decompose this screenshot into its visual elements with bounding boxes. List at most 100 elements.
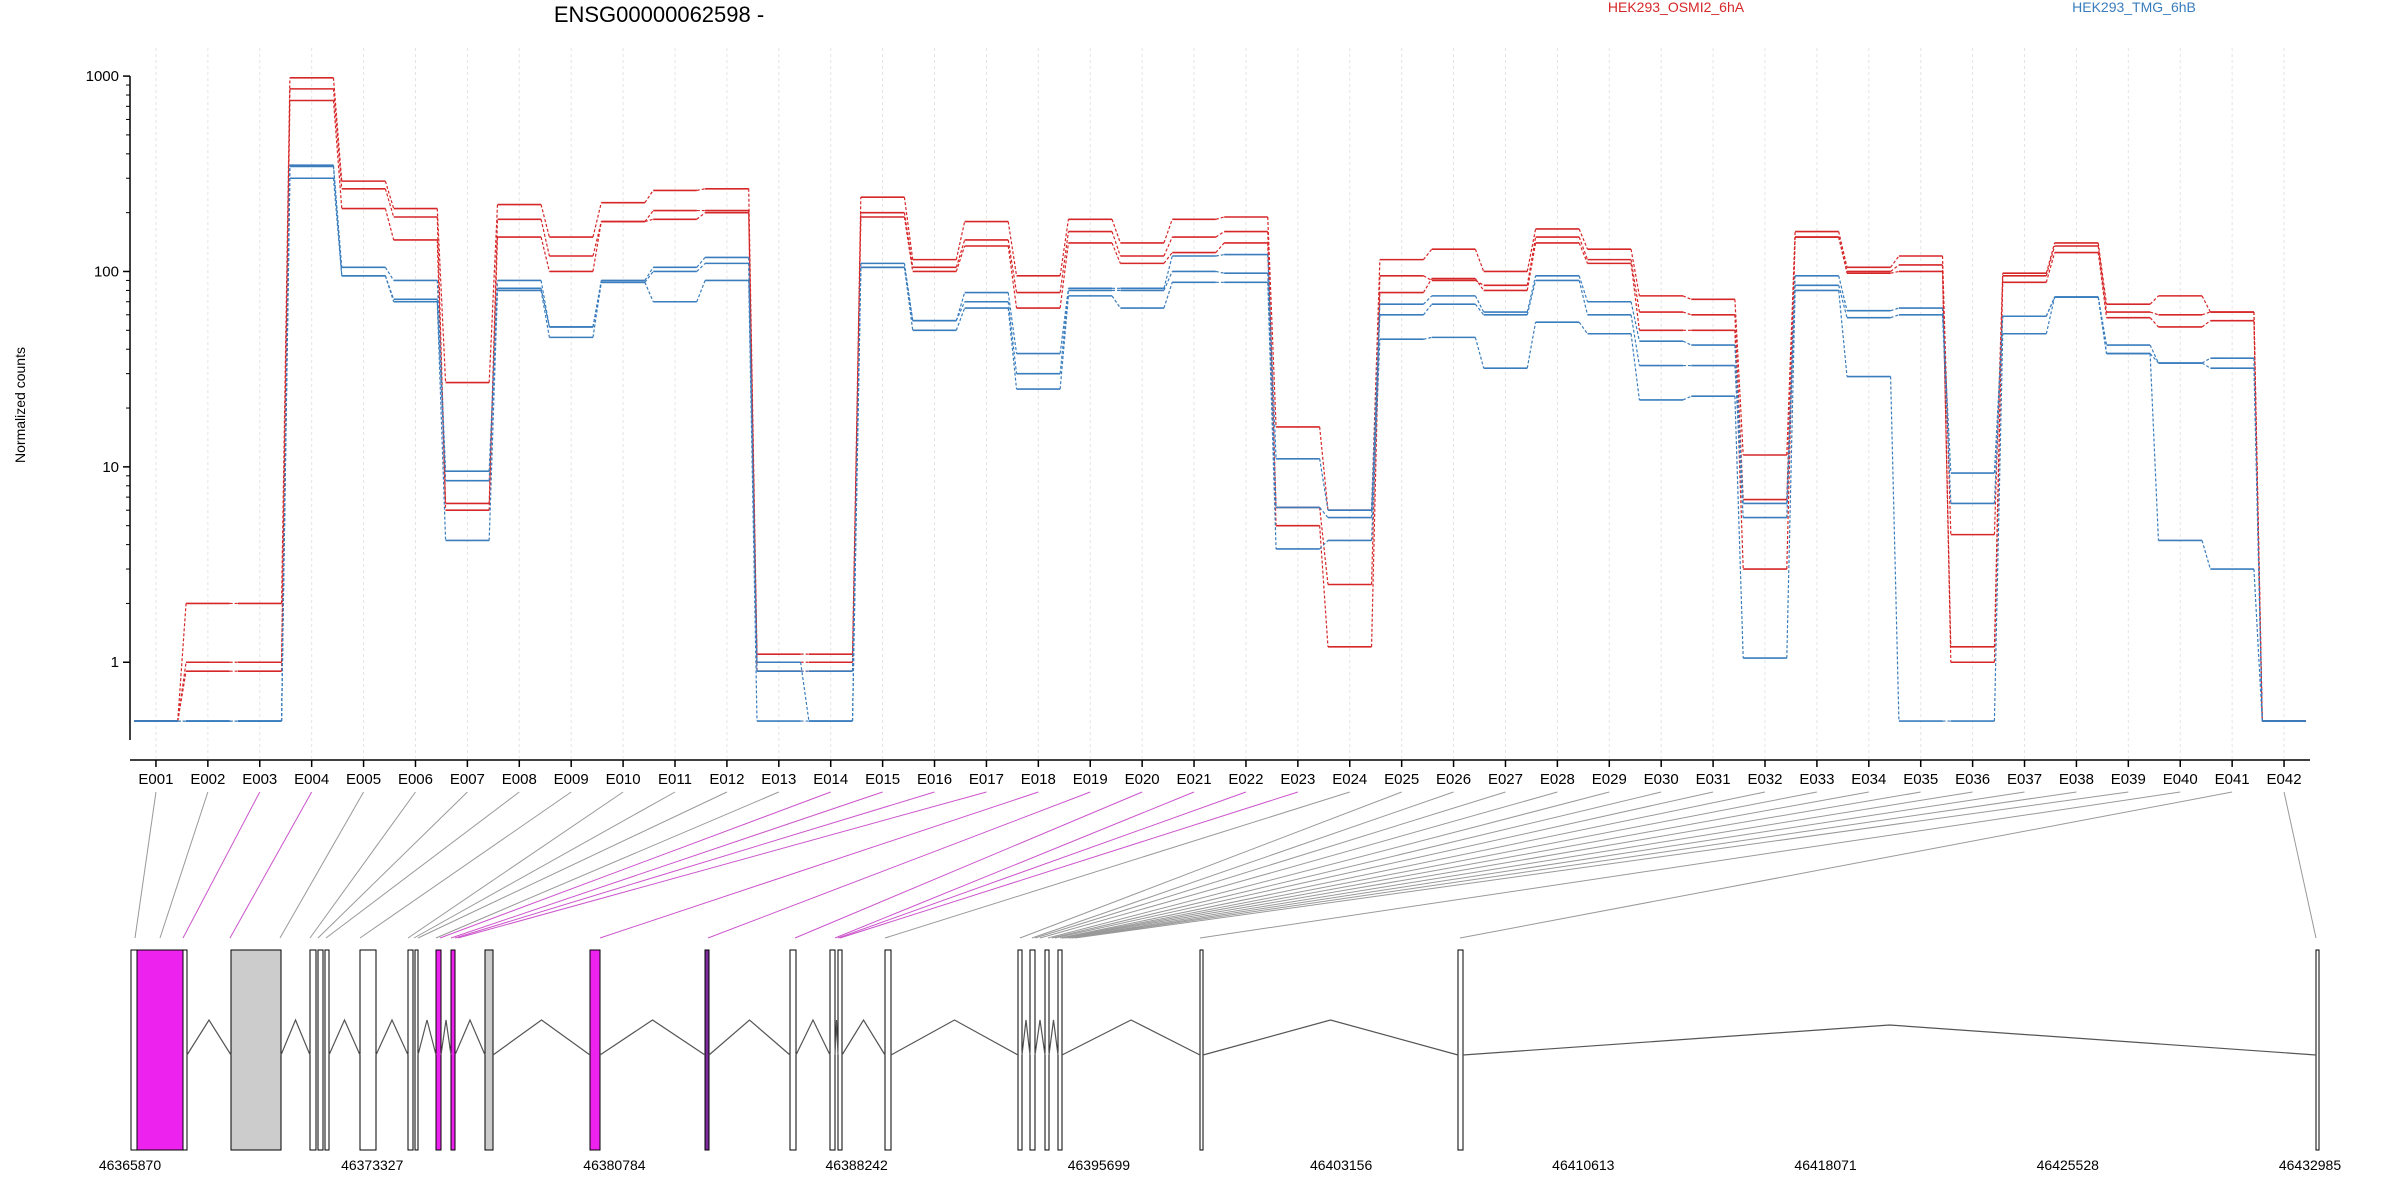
connector-segment	[851, 267, 862, 722]
exon-block	[359, 949, 377, 1151]
connector-segment	[436, 208, 447, 383]
exon-connector	[2283, 791, 2317, 939]
connector-segment	[903, 267, 914, 331]
connector-segment	[1474, 303, 1485, 316]
connector-segment	[2045, 252, 2056, 283]
exon-connector	[1059, 791, 1766, 939]
connector-segment	[488, 290, 499, 541]
connector-segment	[1890, 376, 1900, 722]
connector-segment	[1474, 295, 1485, 313]
exon-connector	[837, 791, 1247, 939]
connector-segment	[1111, 219, 1121, 244]
x-tick-label: E021	[1177, 771, 1212, 788]
connector-segment	[332, 166, 343, 276]
connector-segment	[1786, 290, 1796, 659]
exon-connector	[707, 791, 1091, 939]
exon-connector	[1034, 791, 1506, 939]
connector-segment	[2149, 317, 2159, 328]
connector-segment	[1630, 249, 1640, 296]
connector-segment	[1059, 219, 1070, 276]
connector-segment	[903, 216, 914, 272]
exon-connector	[1067, 791, 1973, 939]
connector-segment	[1734, 396, 1744, 659]
connector-segment	[1059, 242, 1070, 309]
connector-segment	[2097, 296, 2108, 354]
connector-segment	[1163, 219, 1173, 244]
exon-block	[414, 949, 419, 1151]
connector-segment	[592, 282, 602, 338]
x-tick-label: E037	[2007, 771, 2042, 788]
x-tick-label: E022	[1228, 771, 1263, 788]
connector-segment	[1423, 336, 1432, 340]
connector-segment	[1734, 345, 1744, 504]
connector-segment	[644, 210, 654, 222]
connector-segment	[280, 178, 291, 722]
connector-segment	[1526, 236, 1537, 286]
connector-segment	[1111, 295, 1121, 309]
chart-title: ENSG00000062598 -	[554, 2, 764, 27]
connector-segment	[2201, 540, 2211, 570]
connector-segment	[592, 282, 602, 328]
x-tick-label: E041	[2215, 771, 2250, 788]
exon-connector	[1074, 791, 2129, 939]
legend-item-tmg: HEK293_TMG_6hB	[2072, 0, 2196, 15]
connector-segment	[540, 280, 550, 328]
connector-segment	[384, 275, 395, 302]
exon-connector	[1054, 791, 1714, 939]
connector-segment	[1630, 333, 1640, 401]
x-tick-label: E007	[450, 771, 485, 788]
connector-segment	[696, 188, 706, 191]
x-tick-label: E012	[709, 771, 744, 788]
connector-segment	[644, 271, 654, 283]
intron-line	[440, 1019, 452, 1056]
connector-segment	[1267, 254, 1277, 459]
gene-axis-tick-label: 46388242	[826, 1157, 889, 1173]
exon-block	[789, 949, 797, 1151]
connector-segment	[1319, 458, 1329, 511]
x-tick-label: E025	[1384, 771, 1419, 788]
gene-axis-tick-label: 46395699	[1068, 1157, 1131, 1173]
connector-segment	[696, 257, 706, 268]
connector-segment	[955, 301, 966, 321]
connector-segment	[1215, 216, 1225, 220]
connector-segment	[1838, 236, 1848, 274]
exon-connector	[1047, 791, 1610, 939]
connector-segment	[1890, 264, 1900, 272]
exon-connector	[309, 791, 416, 939]
intron-line	[1021, 1019, 1031, 1056]
intron-line	[708, 1019, 791, 1056]
exon-connector	[159, 791, 209, 939]
connector-segment	[2201, 311, 2211, 316]
exon-block	[1017, 949, 1023, 1151]
connector-segment	[2201, 362, 2211, 369]
connector-segment	[1578, 236, 1589, 260]
connector-segment	[332, 77, 343, 182]
connector-segment	[1370, 339, 1381, 541]
exon-connector	[407, 791, 624, 939]
connector-segment	[2253, 368, 2263, 722]
gene-axis-tick-label: 46425528	[2037, 1157, 2100, 1173]
y-tick-label: 10	[102, 459, 119, 476]
connector-segment	[1682, 340, 1692, 346]
exon-block	[1029, 949, 1036, 1151]
connector-segment	[1838, 285, 1848, 318]
connector-segment	[2253, 568, 2263, 722]
series-3	[134, 99, 2306, 722]
connector-segment	[1838, 231, 1848, 268]
connector-segment	[2201, 357, 2211, 364]
gene-axis-tick-label: 46418071	[1794, 1157, 1857, 1173]
connector-segment	[1786, 237, 1796, 500]
connector-segment	[1163, 252, 1173, 264]
connector-segment	[2097, 296, 2108, 354]
exon-block	[450, 949, 456, 1151]
gene-axis-tick-label: 46365870	[99, 1157, 162, 1173]
connector-segment	[1526, 242, 1537, 291]
connector-segment	[1215, 242, 1225, 253]
intron-line	[1048, 1019, 1059, 1056]
exon-connector	[1051, 791, 1662, 939]
exon-connectors	[134, 791, 2317, 939]
exon-block	[317, 949, 324, 1151]
connector-segment	[592, 221, 602, 272]
connector-segment	[1059, 290, 1070, 374]
exon-block	[1044, 949, 1050, 1151]
